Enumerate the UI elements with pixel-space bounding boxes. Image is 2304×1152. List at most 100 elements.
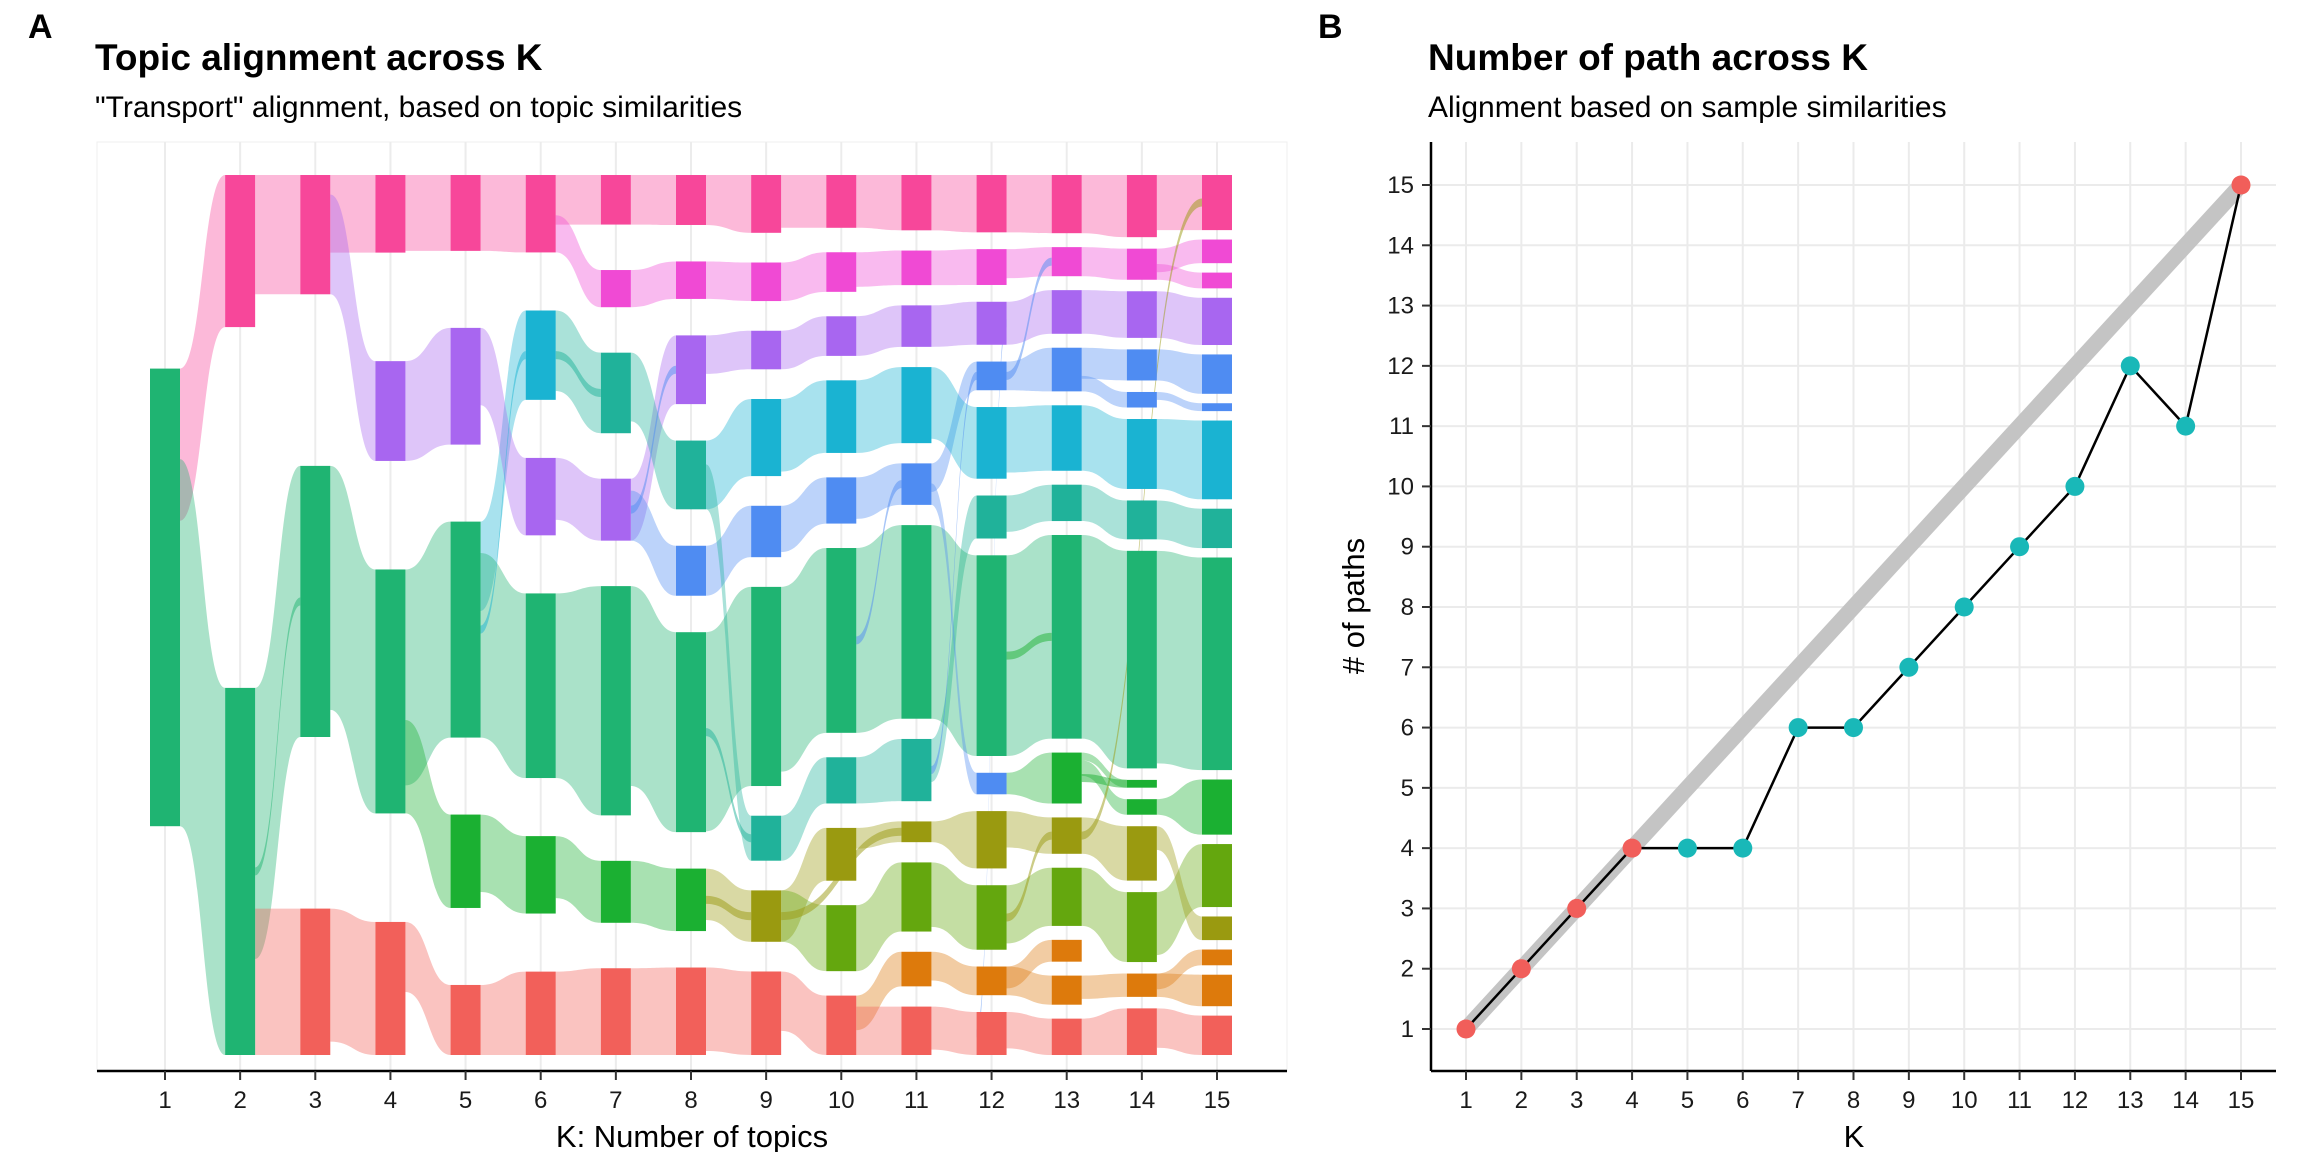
panel-a-flow [856, 175, 902, 231]
panel-a-topic-node [1202, 557, 1232, 771]
panel-a-topic-node [1202, 403, 1232, 412]
panel-a-flow [856, 862, 902, 972]
panel-a-flow [1081, 973, 1127, 999]
panel-a-topic-node [1202, 779, 1232, 835]
panel-a-topic-node [901, 175, 932, 231]
panel-a-topic-node [525, 175, 556, 253]
panel-a-flow [1081, 405, 1127, 489]
panel-a-topic-node [1051, 290, 1082, 334]
panel-a-flow [630, 860, 676, 932]
panel-a-flow [1081, 817, 1127, 881]
panel-a-cross-flow [480, 351, 526, 634]
panel-a-flow [180, 175, 226, 521]
panel-a-flow [706, 464, 752, 861]
panel-a-x-tick-label: 7 [609, 1087, 622, 1114]
panel-a-flow [1006, 811, 1052, 854]
panel-a-topic-node [1051, 405, 1082, 471]
panel-a-topic-node [450, 175, 481, 251]
panel-a-topic-node [976, 175, 1007, 233]
panel-a-flow [405, 720, 451, 908]
panel-a-topic-node [1202, 508, 1232, 549]
panel-b-x-tick-label: 9 [1902, 1087, 1915, 1114]
panel-b-point [1844, 718, 1863, 738]
panel-a-flow [706, 586, 752, 832]
panel-b-y-tick-label: 15 [1387, 172, 1414, 199]
panel-a-flow [1156, 291, 1202, 346]
panel-a-topic-node [150, 368, 180, 827]
panel-a-flow [856, 367, 902, 453]
panel-a-topic-node [901, 250, 932, 286]
panel-a-topic-node [976, 407, 1007, 479]
panel-a-flow [1156, 349, 1202, 394]
panel-a-topic-node [1126, 500, 1157, 540]
panel-a-topic-node [1126, 973, 1157, 997]
panel-a-topic-node [901, 463, 932, 505]
panel-a-flow [931, 951, 977, 996]
panel-a-topic-node [826, 827, 857, 881]
panel-b-y-tick-label: 14 [1387, 232, 1414, 259]
panel-b-y-tick-label: 7 [1401, 654, 1414, 681]
panel-a-flow [1156, 500, 1202, 549]
panel-a-topic-node [1051, 817, 1082, 854]
panel-a-flow [781, 316, 827, 370]
panel-a-flow [931, 367, 977, 479]
panel-a-flow [1156, 550, 1202, 771]
panel-b-x-tick-label: 5 [1681, 1087, 1694, 1114]
panel-a-flow [630, 490, 676, 596]
panel-a-topic-node [976, 1011, 1007, 1055]
panel-a-flow [405, 327, 451, 461]
panel-b-y-tick-label: 6 [1401, 715, 1414, 742]
panel-a-topic-node [1126, 391, 1157, 408]
panel-a-topic-node [976, 249, 1007, 285]
panel-a-flow [1156, 844, 1202, 956]
panel-b-y-axis-label: # of paths [1336, 538, 1371, 674]
panel-a-flow [405, 175, 451, 251]
panel-a-flow [1081, 375, 1127, 408]
panel-a-topic-node [976, 495, 1007, 539]
panel-a-topic-node [1051, 534, 1082, 739]
panel-a-topic-node [375, 361, 406, 461]
panel-a-topic-node [751, 262, 782, 302]
panel-a-x-tick-label: 5 [459, 1087, 472, 1114]
panel-b-subtitle: Alignment based on sample similarities [1428, 91, 1947, 124]
panel-a-flow [781, 175, 827, 228]
panel-b-x-tick-label: 3 [1570, 1087, 1583, 1114]
panel-a-topic-node [600, 586, 631, 816]
panel-b-y-tick-label: 10 [1387, 473, 1414, 500]
panel-b-point [1788, 718, 1808, 738]
panel-a-flow [555, 586, 601, 816]
panel-a-flow [856, 951, 902, 1031]
panel-b-y-tick-label: 11 [1389, 413, 1414, 440]
panel-a-flow [330, 465, 376, 814]
panel-a-topic-node [976, 301, 1007, 345]
panel-b-y-tick-label: 2 [1401, 956, 1414, 983]
panel-a-flow [1006, 347, 1052, 392]
panel-a-flow [255, 465, 301, 959]
panel-a-flow [1156, 1008, 1202, 1055]
panel-a-topic-node [976, 811, 1007, 869]
panel-a-topic-node [375, 921, 406, 1055]
panel-b-y-tick-label: 1 [1401, 1016, 1414, 1043]
panel-a-flow [781, 757, 827, 861]
panel-a-topic-node [300, 908, 331, 1055]
panel-a-topic-node [676, 261, 706, 299]
panel-b-x-tick-label: 6 [1736, 1087, 1749, 1114]
panel-b-point [2065, 476, 2085, 496]
panel-a-topic-node [1051, 939, 1082, 962]
panel-a-flow [405, 921, 451, 1055]
panel-a-topic-node [375, 569, 406, 814]
panel-a-topic-node [751, 890, 782, 942]
panel-a-x-axis-label: K: Number of topics [556, 1119, 828, 1152]
panel-a-flow [781, 971, 827, 1055]
panel-a-topic-node [1051, 975, 1082, 1005]
panel-a-x-tick-label: 14 [1129, 1087, 1156, 1114]
panel-a-topic-node [450, 521, 481, 738]
panel-a-flow [781, 252, 827, 302]
panel-a-flow [856, 463, 902, 519]
panel-a-flow [480, 552, 526, 779]
panel-a-flow [1156, 264, 1202, 289]
panel-a-cross-flow [630, 365, 676, 514]
panel-a-flow [1081, 752, 1127, 788]
panel-a-topic-node [901, 305, 932, 347]
panel-a-flow [1006, 867, 1052, 944]
